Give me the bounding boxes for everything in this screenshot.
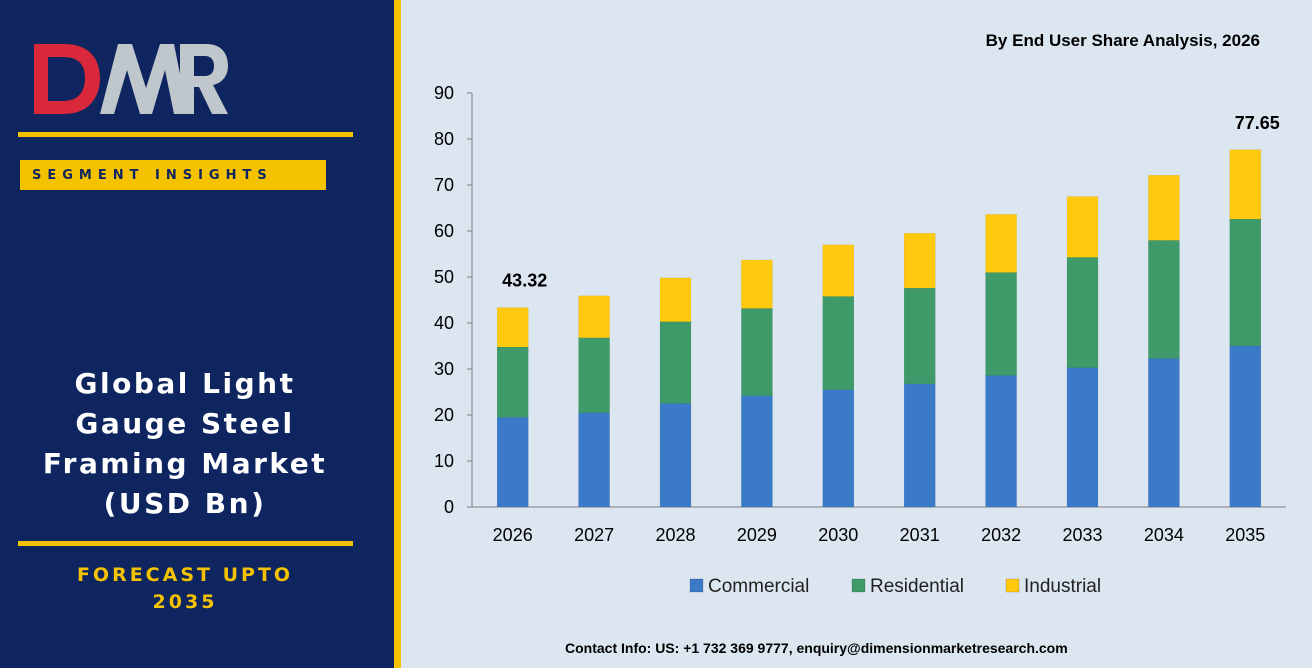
bar-shading [985, 272, 1017, 376]
bar-shading [1148, 175, 1180, 241]
bar-shading [1067, 257, 1098, 368]
title-line: Gauge Steel [75, 407, 295, 440]
segment-insights-badge: SEGMENT INSIGHTS [20, 160, 326, 190]
bar-shading [822, 296, 854, 390]
bar-shading [985, 375, 1017, 507]
y-tick-label: 90 [434, 83, 454, 103]
x-tick-label: 2026 [493, 525, 533, 545]
legend-label: Commercial [708, 576, 809, 597]
bar-shading [741, 308, 773, 396]
bar-shading [904, 288, 936, 384]
bar-shading [660, 321, 691, 404]
x-tick-label: 2031 [900, 525, 940, 545]
title-line: (USD Bn) [103, 487, 267, 520]
logo-letter-r [180, 44, 228, 114]
bar-shading [578, 412, 610, 507]
sidebar-panel: SEGMENT INSIGHTS Global Light Gauge Stee… [0, 0, 394, 668]
y-tick-label: 20 [434, 405, 454, 425]
y-tick-label: 50 [434, 267, 454, 287]
forecast-line: 2035 [152, 591, 218, 613]
title-line: Framing Market [42, 447, 328, 480]
bar-shading [1229, 219, 1261, 346]
contact-info: Contact Info: US: +1 732 369 9777, enqui… [565, 640, 1068, 656]
report-title: Global Light Gauge Steel Framing Market … [0, 364, 370, 524]
bar-shading [497, 417, 529, 507]
y-tick-label: 40 [434, 313, 454, 333]
chart-title: By End User Share Analysis, 2026 [985, 31, 1260, 50]
x-tick-label: 2030 [818, 525, 858, 545]
title-underline [18, 541, 353, 546]
bar-shading [1067, 196, 1098, 258]
title-line: Global Light [74, 367, 296, 400]
bar-shading [1148, 358, 1180, 507]
bar-shading [741, 259, 773, 309]
y-tick-label: 0 [444, 497, 454, 517]
bar-shading [497, 307, 529, 347]
bar-shading [1229, 149, 1261, 220]
bar-shading [1067, 367, 1098, 507]
data-label: 43.32 [502, 271, 547, 291]
legend-swatch [689, 578, 704, 593]
bar-shading [741, 395, 773, 507]
x-tick-label: 2035 [1225, 525, 1265, 545]
x-tick-label: 2034 [1144, 525, 1184, 545]
x-tick-label: 2032 [981, 525, 1021, 545]
legend-label: Industrial [1024, 576, 1101, 597]
x-tick-label: 2029 [737, 525, 777, 545]
bar-shading [822, 244, 854, 297]
bar-shading [985, 214, 1017, 273]
bar-shading [660, 403, 691, 507]
legend-swatch [1005, 578, 1020, 593]
y-tick-label: 70 [434, 175, 454, 195]
y-tick-label: 60 [434, 221, 454, 241]
logo-letter-d [34, 44, 100, 114]
panel-divider [394, 0, 401, 668]
bar-shading [822, 389, 854, 507]
legend-swatch [851, 578, 866, 593]
bar-shading [578, 337, 610, 413]
y-tick-label: 80 [434, 129, 454, 149]
y-tick-label: 10 [434, 451, 454, 471]
bar-shading [904, 383, 936, 507]
x-tick-label: 2033 [1062, 525, 1102, 545]
bar-shading [904, 233, 936, 289]
bar-shading [578, 295, 610, 338]
forecast-line: FORECAST UPTO [76, 564, 294, 586]
x-tick-label: 2027 [574, 525, 614, 545]
data-label: 77.65 [1235, 113, 1280, 133]
x-tick-label: 2028 [655, 525, 695, 545]
logo-letter-m [100, 44, 188, 114]
y-tick-label: 30 [434, 359, 454, 379]
logo-underline [18, 132, 353, 137]
bar-shading [1229, 346, 1261, 507]
bar-shading [497, 346, 529, 418]
dmr-logo [34, 44, 228, 114]
legend-label: Residential [870, 576, 964, 597]
forecast-label: FORECAST UPTO 2035 [0, 562, 370, 616]
bar-shading [660, 277, 691, 322]
bar-shading [1148, 240, 1180, 359]
